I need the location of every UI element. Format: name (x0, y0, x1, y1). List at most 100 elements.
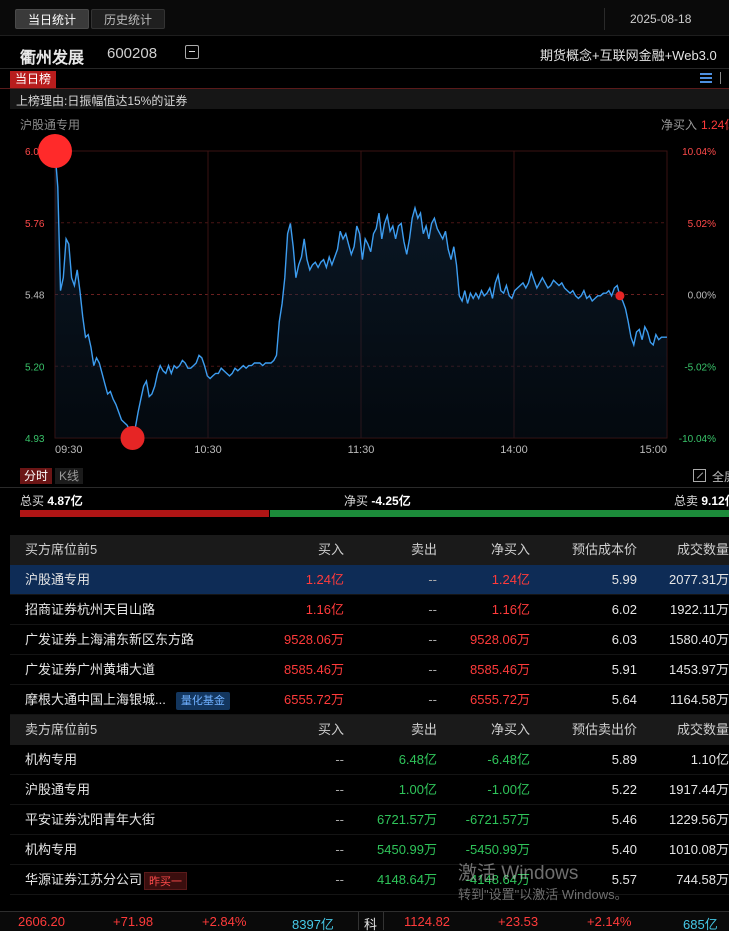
est-price: 5.89 (611, 752, 637, 767)
pct-tick-label: 5.02% (688, 219, 716, 230)
net-buy-value: 1.24亿 (701, 118, 729, 132)
stock-header (0, 37, 729, 69)
pct-tick-label: -5.02% (684, 362, 716, 373)
x-tick-label: 15:00 (639, 444, 667, 456)
trade-qty: 1453.97万 (669, 662, 729, 677)
seat-name: 机构专用 (25, 745, 77, 775)
header-net[interactable]: 净买入 (490, 722, 530, 737)
buy-amount: -- (335, 812, 344, 827)
seat-name-text: 招商证券杭州天目山路 (25, 602, 156, 617)
est-price: 5.46 (611, 812, 637, 827)
index2-value: 1124.82 (404, 914, 451, 929)
y-tick-label: 5.48 (25, 291, 45, 302)
header-seat[interactable]: 买方席位前5 (25, 542, 98, 557)
header-sell[interactable]: 卖出 (410, 722, 437, 737)
y-tick-label: 5.76 (25, 219, 45, 230)
est-price: 5.40 (611, 842, 637, 857)
sell-amount: -- (428, 602, 437, 617)
buy-amount: -- (335, 782, 344, 797)
table-row[interactable]: 广发证券广州黄埔大道 8585.46万 -- 8585.46万 5.91 1453.97万 (10, 655, 729, 685)
buy-amount: 8585.46万 (284, 662, 344, 677)
table-row[interactable]: 平安证券沈阳青年大街 -- 6721.57万 -6721.57万 5.46 1229.56… (10, 805, 729, 835)
x-tick-label: 14:00 (500, 444, 528, 456)
table-row[interactable]: 机构专用 -- 6.48亿 -6.48亿 5.89 1.10亿 (10, 745, 729, 775)
table-row[interactable]: 沪股通专用 1.24亿 -- 1.24亿 5.99 2077.31万 (10, 565, 729, 595)
tab-history-stats[interactable]: 历史统计 (91, 9, 166, 29)
divider (0, 487, 729, 488)
status-bar (0, 911, 729, 931)
trade-qty: 744.58万 (676, 872, 729, 887)
seat-name-text: 机构专用 (25, 842, 78, 857)
table-row[interactable]: 华源证券江苏分公司 昨买一 -- 4148.64万 -4148.64万 5.57 744.5… (10, 865, 729, 895)
header-buy[interactable]: 买入 (317, 722, 344, 737)
list-tag[interactable]: 当日榜 (10, 71, 57, 88)
header-seat[interactable]: 卖方席位前5 (25, 722, 98, 737)
trade-point-marker (615, 291, 625, 301)
seat-name-text: 沪股通专用 (25, 572, 91, 587)
table-row[interactable]: 沪股通专用 -- 1.00亿 -1.00亿 5.22 1917.44万 (10, 775, 729, 805)
list-view-icon[interactable] (700, 72, 712, 84)
net-amount: 1.16亿 (491, 602, 530, 617)
seat-name: 沪股通专用 (25, 775, 90, 805)
collapse-icon[interactable] (185, 45, 199, 59)
header-price[interactable]: 预估成本价 (571, 542, 637, 557)
activation-watermark-title: 激活 Windows (458, 863, 579, 884)
divider (358, 912, 359, 930)
net-amount: -6721.57万 (465, 812, 530, 827)
sell-table: 卖方席位前5 买入 卖出 净买入 预估卖出价 成交数量 机构专用 -- 6.48亿 -… (10, 715, 729, 895)
tab-minute[interactable]: 分时 (20, 468, 53, 484)
seat-name-text: 广发证券上海浦东新区东方路 (25, 632, 195, 647)
y-tick-label: 5.20 (25, 362, 45, 373)
trade-qty: 1922.11万 (669, 602, 729, 617)
table-row[interactable]: 广发证券上海浦东新区东方路 9528.06万 -- 9528.06万 6.03 1580.… (10, 625, 729, 655)
total-sell: 总卖 9.12亿 (674, 494, 729, 508)
net-amount: 9528.06万 (470, 632, 530, 647)
header-buy[interactable]: 买入 (317, 542, 344, 557)
header-qty[interactable]: 成交数量 (676, 542, 729, 557)
table-row[interactable]: 机构专用 -- 5450.99万 -5450.99万 5.40 1010.08万 (10, 835, 729, 865)
index2-pct: +2.14% (587, 914, 632, 929)
net-amount: 6555.72万 (470, 692, 530, 707)
buy-table-header: 买方席位前5 买入 卖出 净买入 预估成本价 成交数量 (10, 535, 729, 565)
seat-name-text: 沪股通专用 (25, 782, 91, 797)
fullscreen-label[interactable]: 全屏 (712, 470, 729, 484)
net-amount: -6.48亿 (487, 752, 530, 767)
seat-name: 招商证券杭州天目山路 (25, 595, 155, 625)
total-buy: 总买 4.87亿 (20, 494, 83, 508)
header-qty[interactable]: 成交数量 (676, 722, 729, 737)
buy-table: 买方席位前5 买入 卖出 净买入 预估成本价 成交数量 沪股通专用 1.24亿 --… (10, 535, 729, 715)
seat-badge: 昨买一 (144, 871, 188, 890)
y-tick-label: 4.93 (25, 434, 45, 445)
index-volume: 8397亿 (292, 917, 334, 931)
seat-name: 机构专用 (25, 835, 77, 865)
date-label[interactable]: 2025-08-18 (604, 8, 729, 30)
header-net[interactable]: 净买入 (490, 542, 530, 557)
divider (383, 912, 384, 930)
column-view-icon[interactable] (720, 72, 729, 84)
divider (0, 88, 729, 89)
seat-name: 平安证券沈阳青年大街 (25, 805, 155, 835)
x-tick-label: 11:30 (348, 444, 375, 456)
fullscreen-icon[interactable] (693, 469, 706, 482)
sell-amount: 1.00亿 (398, 782, 437, 797)
est-price: 6.03 (611, 632, 637, 647)
header-sell[interactable]: 卖出 (410, 542, 437, 557)
high-point-marker (38, 134, 72, 168)
seat-name: 沪股通专用 (25, 565, 90, 595)
sell-amount: 5450.99万 (377, 842, 437, 857)
sell-amount: 6.48亿 (398, 752, 437, 767)
est-price: 5.99 (611, 572, 637, 587)
tab-today-stats[interactable]: 当日统计 (15, 9, 90, 29)
seat-name-text: 平安证券沈阳青年大街 (25, 812, 156, 827)
pct-tick-label: 10.04% (682, 147, 716, 158)
intraday-chart[interactable]: 6.04 10.04% 5.76 5.02% 5.48 0.00% 5.20 -5.02% 4.… (0, 134, 729, 464)
table-row[interactable]: 摩根大通中国上海银城... 量化基金 6555.72万 -- 6555.72万 5.64 1… (10, 685, 729, 715)
net-amount: 8585.46万 (470, 662, 530, 677)
table-row[interactable]: 招商证券杭州天目山路 1.16亿 -- 1.16亿 6.02 1922.11万 (10, 595, 729, 625)
index-value: 2606.20 (18, 914, 65, 929)
header-price[interactable]: 预估卖出价 (571, 722, 637, 737)
trade-qty: 1.10亿 (690, 752, 729, 767)
buy-amount: 6555.72万 (284, 692, 344, 707)
index-pct: +2.84% (202, 914, 247, 929)
tab-kline[interactable]: K线 (55, 468, 84, 484)
